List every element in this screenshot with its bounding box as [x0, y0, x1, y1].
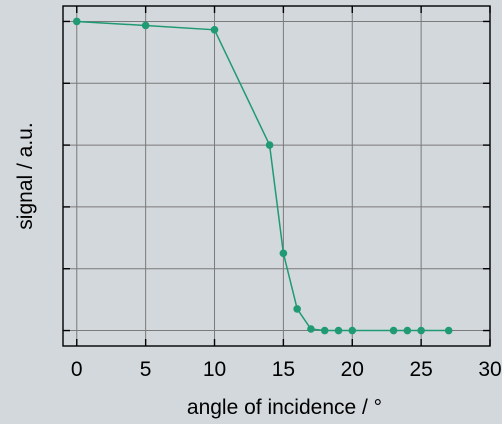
- data-point-8: [334, 326, 343, 335]
- data-point-7: [320, 326, 329, 335]
- data-point-11: [403, 326, 412, 335]
- data-point-4: [279, 249, 288, 258]
- data-point-1: [141, 21, 150, 30]
- data-point-13: [444, 326, 453, 335]
- data-point-3: [265, 141, 274, 149]
- axis-ticks: [63, 6, 491, 346]
- x-tick-label-5: 25: [409, 358, 432, 381]
- x-tick-labels: 0 5 10 15 20 25 30: [71, 358, 502, 381]
- x-tick-label-0: 0: [71, 358, 83, 381]
- x-tick-label-1: 5: [140, 358, 152, 381]
- grid: [63, 6, 490, 346]
- x-axis-label: angle of incidence / °: [187, 396, 382, 419]
- x-tick-label-2: 10: [203, 358, 226, 381]
- data-point-10: [389, 326, 398, 335]
- data-point-2: [210, 26, 219, 34]
- y-axis-label: signal / a.u.: [14, 122, 37, 229]
- x-tick-label-4: 20: [341, 358, 364, 381]
- series-line: [76, 20, 449, 332]
- data-point-0: [72, 17, 81, 26]
- plot-frame: [62, 5, 491, 347]
- data-point-9: [348, 326, 357, 335]
- data-point-6: [307, 325, 315, 333]
- data-point-5: [293, 305, 301, 313]
- data-point-12: [417, 326, 425, 335]
- x-tick-label-6: 30: [478, 358, 501, 381]
- series-points: [72, 17, 453, 335]
- x-tick-label-3: 15: [272, 358, 295, 381]
